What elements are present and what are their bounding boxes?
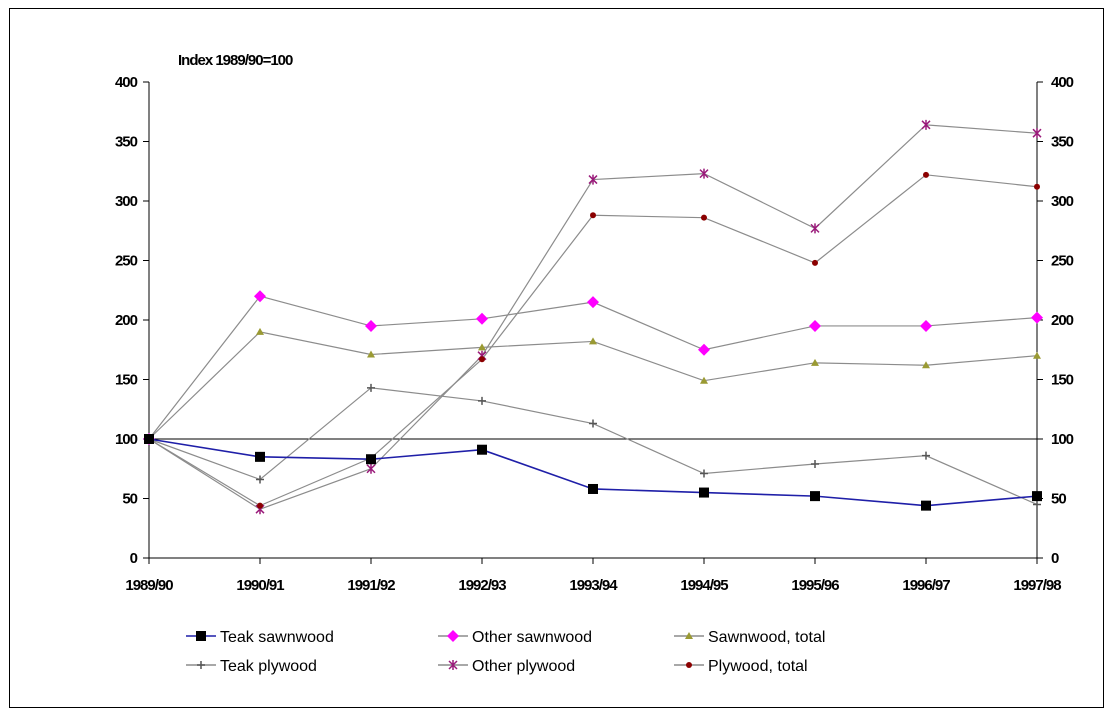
legend-label: Plywood, total [708,658,808,675]
x-tick-label: 1989/90 [125,577,173,594]
y-tick-label-right: 400 [1051,74,1074,91]
data-point [255,451,265,462]
data-point [257,502,263,509]
y-tick-label-left: 100 [115,431,138,448]
legend-marker [448,660,458,670]
y-tick-label-right: 300 [1051,193,1074,210]
data-point [366,463,376,474]
y-tick-label-left: 50 [122,491,137,508]
y-tick-label-left: 0 [130,550,138,567]
y-tick-label-right: 350 [1051,134,1074,151]
data-point [1033,500,1041,509]
y-tick-label-right: 200 [1051,312,1074,329]
data-point [922,361,930,369]
data-point [367,383,375,392]
data-point [922,451,930,460]
x-tick-label: 1995/96 [791,577,839,594]
legend-label: Other sawnwood [472,629,592,646]
data-point [811,459,819,468]
y-tick-label-left: 300 [115,193,138,210]
chart-frame: Index 1989/90=100 0 0 50 50 100 100 150 150 200 20… [9,8,1104,708]
data-point [587,296,599,309]
data-point [1032,491,1042,502]
y-tick-label-right: 150 [1051,372,1074,389]
series-line-1 [148,295,1038,440]
legend-label: Other plywood [472,658,575,675]
data-point [1033,351,1041,359]
legend-marker [197,661,205,669]
data-point [921,119,931,130]
data-point [700,376,708,384]
data-point [1032,128,1042,139]
y-tick-label-right: 0 [1051,550,1059,567]
data-point [588,174,598,185]
data-point [920,319,932,332]
x-tick-label: 1993/94 [569,577,618,594]
data-point [1031,311,1043,324]
data-point [810,223,820,234]
y-tick-label-right: 250 [1051,253,1074,270]
data-point [809,319,821,332]
line-chart: Index 1989/90=100 0 0 50 50 100 100 150 150 200 20… [115,52,1075,675]
legend-label: Sawnwood, total [708,629,825,646]
data-point [478,396,486,405]
data-point [366,454,376,465]
data-point [812,259,818,266]
x-tick-label: 1992/93 [458,577,506,594]
data-point [921,500,931,511]
y-tick-label-left: 250 [115,253,138,270]
data-point [477,444,487,455]
data-point [588,483,598,494]
x-tick-label: 1991/92 [347,577,395,594]
y-tick-label-left: 350 [115,134,138,151]
data-point [256,327,264,335]
data-point [811,358,819,366]
data-point [476,312,488,325]
index-note: Index 1989/90=100 [178,52,293,69]
x-tick-label: 1990/91 [236,577,284,594]
data-point [590,212,596,219]
data-point [589,337,597,345]
data-point [365,319,377,332]
data-point [479,356,485,363]
data-point [367,350,375,358]
y-tick-label-left: 200 [115,312,138,329]
y-tick-label-left: 400 [115,74,138,91]
data-point [701,214,707,221]
data-point [589,419,597,428]
data-point [144,434,154,444]
y-tick-label-right: 100 [1051,431,1074,448]
data-point [699,168,709,179]
legend-marker [196,631,206,641]
data-point [699,487,709,498]
x-tick-label: 1994/95 [680,577,728,594]
legend-label: Teak sawnwood [220,629,334,646]
data-point [810,491,820,502]
data-point [700,469,708,478]
data-point [256,475,264,484]
x-tick-label: 1997/98 [1013,577,1061,594]
data-point [923,171,929,178]
y-tick-label-left: 150 [115,372,138,389]
data-point [478,343,486,351]
legend-marker [685,632,693,639]
legend-marker [686,662,692,668]
data-point [254,290,266,303]
legend-marker [447,630,459,642]
y-tick-label-right: 50 [1051,491,1066,508]
legend-label: Teak plywood [220,658,317,675]
data-point [698,343,710,356]
data-point [1034,183,1040,190]
x-tick-label: 1996/97 [902,577,950,594]
